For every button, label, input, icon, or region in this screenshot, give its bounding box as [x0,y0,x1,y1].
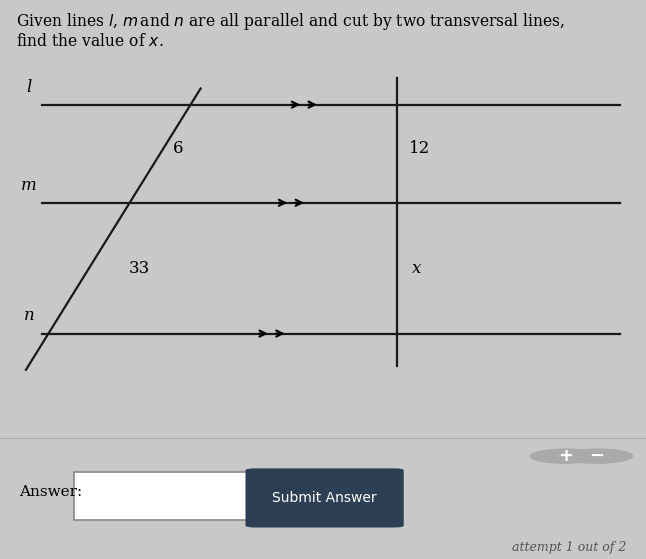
Circle shape [530,449,601,463]
Text: Answer:: Answer: [19,485,83,499]
Text: +: + [558,447,574,465]
FancyBboxPatch shape [245,468,404,528]
Text: 12: 12 [410,140,430,157]
Text: −: − [589,447,605,465]
Text: attempt 1 out of 2: attempt 1 out of 2 [512,541,627,554]
Text: 33: 33 [129,259,149,277]
FancyBboxPatch shape [74,472,252,520]
Text: Submit Answer: Submit Answer [273,491,377,505]
Text: m: m [21,177,37,193]
Circle shape [561,449,632,463]
Text: l: l [26,79,32,96]
Text: find the value of $x$.: find the value of $x$. [16,32,163,50]
Text: 6: 6 [172,140,183,157]
Text: x: x [412,259,421,277]
Text: n: n [24,307,34,324]
Text: Given lines $l$, $m\,$and $n$ are all parallel and cut by two transversal lines,: Given lines $l$, $m\,$and $n$ are all pa… [16,11,565,32]
